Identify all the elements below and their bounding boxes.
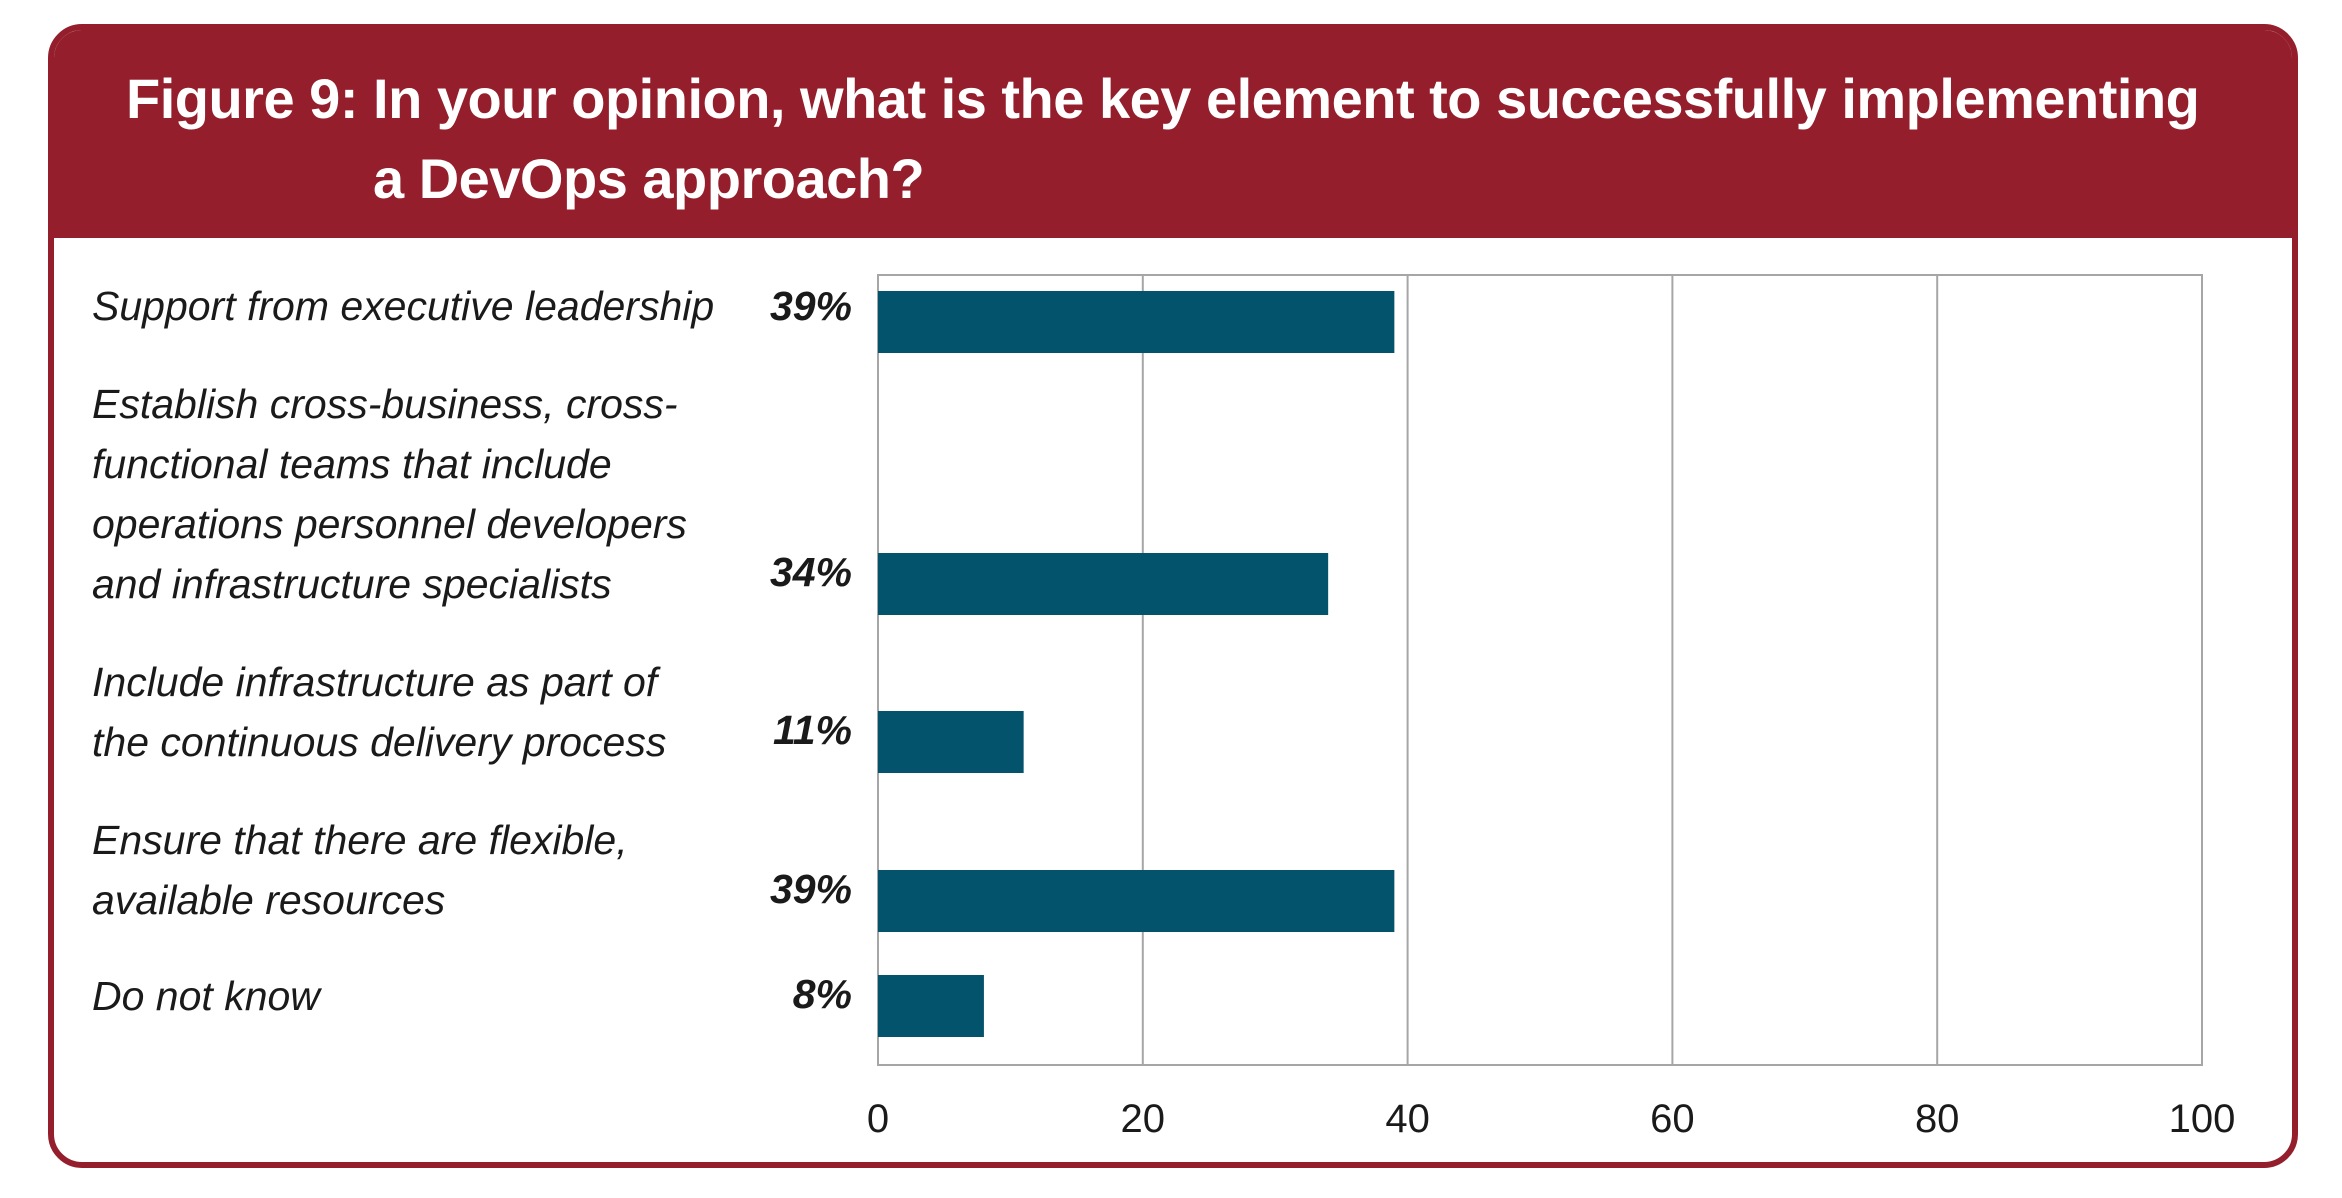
category-label-line: available resources bbox=[92, 877, 446, 923]
x-tick-label-100: 100 bbox=[2169, 1097, 2236, 1141]
category-label-5: Do not know bbox=[92, 966, 752, 1026]
category-label-line: functional teams that include bbox=[92, 441, 612, 487]
x-tick-label-60: 60 bbox=[1650, 1097, 1695, 1141]
x-tick-label-80: 80 bbox=[1915, 1097, 1960, 1141]
category-label-3: Include infrastructure as part of the con… bbox=[92, 652, 752, 772]
bar-4 bbox=[878, 870, 1395, 932]
category-label-line: Do not know bbox=[92, 973, 320, 1019]
bar-5 bbox=[878, 975, 984, 1037]
x-tick-label-40: 40 bbox=[1385, 1097, 1430, 1141]
plot-area bbox=[877, 274, 2203, 1066]
category-label-line: operations personnel developers bbox=[92, 501, 687, 547]
bar-2 bbox=[878, 553, 1329, 615]
category-label-line: Support from executive leadership bbox=[92, 283, 715, 329]
x-tick-label-0: 0 bbox=[867, 1097, 889, 1141]
bar-3 bbox=[878, 711, 1024, 773]
category-label-line: Establish cross-business, cross- bbox=[92, 381, 678, 427]
chart-title-line-2: a DevOps approach? bbox=[373, 147, 925, 210]
chart-title-line-1: Figure 9: In your opinion, what is the k… bbox=[126, 67, 2200, 130]
value-label-1: 39% bbox=[769, 283, 852, 329]
title-bar: Figure 9: In your opinion, what is the k… bbox=[54, 30, 2292, 238]
value-label-5: 8% bbox=[792, 971, 852, 1017]
bar-1 bbox=[878, 291, 1395, 353]
category-label-4: Ensure that there are flexible, available… bbox=[92, 810, 752, 930]
value-label-3: 11% bbox=[772, 707, 852, 753]
value-label-2: 34% bbox=[769, 549, 852, 595]
category-label-line: Include infrastructure as part of bbox=[92, 659, 658, 705]
category-label-1: Support from executive leadership bbox=[92, 276, 752, 336]
value-label-4: 39% bbox=[769, 866, 852, 912]
category-label-line: Ensure that there are flexible, bbox=[92, 817, 628, 863]
category-label-line: the continuous delivery process bbox=[92, 719, 667, 765]
x-tick-label-20: 20 bbox=[1121, 1097, 1166, 1141]
category-label-line: and infrastructure specialists bbox=[92, 561, 612, 607]
category-label-2: Establish cross-business, cross-function… bbox=[92, 374, 752, 614]
